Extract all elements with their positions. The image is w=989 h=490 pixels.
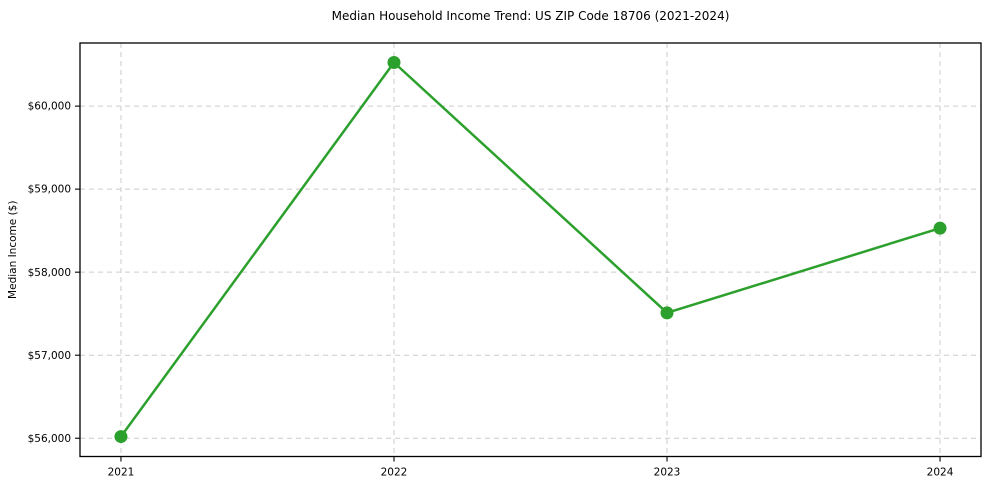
x-tick-label: 2022 [381, 467, 408, 479]
y-tick-label: $57,000 [28, 350, 71, 362]
x-tick-label: 2024 [927, 467, 954, 479]
y-tick-label: $58,000 [28, 267, 71, 279]
data-point-marker [660, 306, 674, 320]
y-axis-label: Median Income ($) [7, 201, 19, 299]
chart-title: Median Household Income Trend: US ZIP Co… [331, 9, 730, 23]
y-tick-label: $59,000 [28, 184, 71, 196]
y-tick-label: $60,000 [28, 101, 71, 113]
x-tick-label: 2023 [654, 467, 681, 479]
data-point-marker [114, 430, 128, 444]
y-tick-label: $56,000 [28, 433, 71, 445]
plot-area [80, 43, 981, 457]
data-point-marker [933, 221, 947, 235]
data-line [119, 61, 942, 438]
x-tick-label: 2021 [108, 467, 135, 479]
data-point-marker [387, 56, 401, 70]
plot-border [79, 42, 982, 458]
